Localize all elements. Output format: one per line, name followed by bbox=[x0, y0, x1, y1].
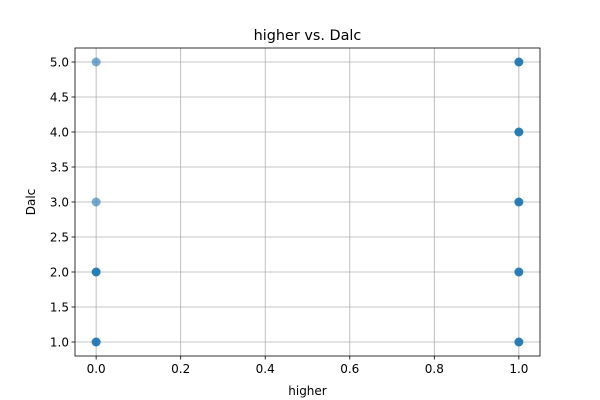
y-tick-label: 3.5 bbox=[50, 160, 69, 174]
x-axis-label: higher bbox=[288, 384, 327, 398]
y-axis-label: Dalc bbox=[24, 189, 38, 216]
data-point bbox=[514, 127, 524, 137]
data-point bbox=[91, 337, 101, 347]
grid-lines bbox=[75, 48, 540, 356]
x-tick-label: 0.0 bbox=[87, 362, 106, 376]
y-tick-label: 4.0 bbox=[50, 125, 69, 139]
x-tick-label: 0.6 bbox=[340, 362, 359, 376]
y-tick-label: 5.0 bbox=[50, 55, 69, 69]
x-tick-label: 0.8 bbox=[425, 362, 444, 376]
y-tick-label: 1.0 bbox=[50, 335, 69, 349]
data-point bbox=[514, 197, 524, 207]
data-point bbox=[91, 267, 101, 277]
x-axis-ticks: 0.0 0.2 0.4 0.6 0.8 1.0 bbox=[87, 356, 528, 376]
data-point bbox=[514, 337, 524, 347]
data-point bbox=[91, 57, 101, 67]
x-tick-label: 1.0 bbox=[509, 362, 528, 376]
y-tick-label: 1.5 bbox=[50, 300, 69, 314]
data-point bbox=[514, 267, 524, 277]
y-tick-label: 3.0 bbox=[50, 195, 69, 209]
x-tick-label: 0.4 bbox=[256, 362, 275, 376]
chart-title: higher vs. Dalc bbox=[254, 28, 362, 44]
data-points bbox=[91, 57, 524, 347]
x-tick-label: 0.2 bbox=[171, 362, 190, 376]
data-point bbox=[514, 57, 524, 67]
y-axis-ticks: 1.0 1.5 2.0 2.5 3.0 3.5 4.0 4.5 5.0 bbox=[50, 55, 75, 349]
data-point bbox=[91, 197, 101, 207]
y-tick-label: 4.5 bbox=[50, 90, 69, 104]
y-tick-label: 2.5 bbox=[50, 230, 69, 244]
y-tick-label: 2.0 bbox=[50, 265, 69, 279]
